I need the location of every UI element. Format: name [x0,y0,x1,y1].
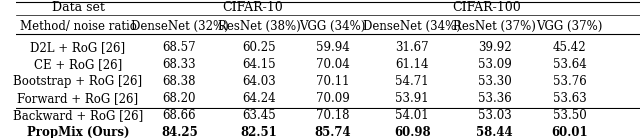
Text: 53.09: 53.09 [478,58,512,71]
Text: 82.51: 82.51 [241,126,278,138]
Text: 64.03: 64.03 [242,75,276,88]
Text: 54.01: 54.01 [396,109,429,122]
Text: 70.18: 70.18 [316,109,349,122]
Text: 53.36: 53.36 [478,92,512,105]
Text: 70.09: 70.09 [316,92,349,105]
Text: 31.67: 31.67 [396,41,429,54]
Text: 53.63: 53.63 [553,92,587,105]
Text: Forward + RoG [26]: Forward + RoG [26] [17,92,138,105]
Text: 54.71: 54.71 [396,75,429,88]
Text: DenseNet (32%): DenseNet (32%) [131,20,228,33]
Text: 39.92: 39.92 [478,41,511,54]
Text: 60.25: 60.25 [243,41,276,54]
Text: DenseNet (34%): DenseNet (34%) [363,20,461,33]
Text: CE + RoG [26]: CE + RoG [26] [34,58,122,71]
Text: 70.11: 70.11 [316,75,349,88]
Text: 68.33: 68.33 [163,58,196,71]
Text: 53.64: 53.64 [553,58,587,71]
Text: 53.50: 53.50 [553,109,587,122]
Text: 68.38: 68.38 [163,75,196,88]
Text: D2L + RoG [26]: D2L + RoG [26] [31,41,125,54]
Text: 45.42: 45.42 [553,41,586,54]
Text: Backward + RoG [26]: Backward + RoG [26] [13,109,143,122]
Text: 61.14: 61.14 [396,58,429,71]
Text: 64.15: 64.15 [243,58,276,71]
Text: 58.44: 58.44 [477,126,513,138]
Text: CIFAR-100: CIFAR-100 [452,1,522,14]
Text: Method/ noise ratio: Method/ noise ratio [20,20,136,33]
Text: CIFAR-10: CIFAR-10 [223,1,284,14]
Text: VGG (37%): VGG (37%) [536,20,603,33]
Text: 60.01: 60.01 [552,126,588,138]
Text: 53.76: 53.76 [553,75,587,88]
Text: 63.45: 63.45 [242,109,276,122]
Text: 84.25: 84.25 [161,126,198,138]
Text: Data set: Data set [52,1,104,14]
Text: 59.94: 59.94 [316,41,349,54]
Text: 53.03: 53.03 [478,109,512,122]
Text: PropMix (Ours): PropMix (Ours) [27,126,129,138]
Text: ResNet (37%): ResNet (37%) [453,20,536,33]
Text: 60.98: 60.98 [394,126,430,138]
Text: Bootstrap + RoG [26]: Bootstrap + RoG [26] [13,75,143,88]
Text: 64.24: 64.24 [243,92,276,105]
Text: 68.57: 68.57 [163,41,196,54]
Text: 68.66: 68.66 [163,109,196,122]
Text: 85.74: 85.74 [314,126,351,138]
Text: 70.04: 70.04 [316,58,349,71]
Text: 68.20: 68.20 [163,92,196,105]
Text: 53.91: 53.91 [396,92,429,105]
Text: 53.30: 53.30 [478,75,512,88]
Text: ResNet (38%): ResNet (38%) [218,20,300,33]
Text: VGG (34%): VGG (34%) [300,20,365,33]
